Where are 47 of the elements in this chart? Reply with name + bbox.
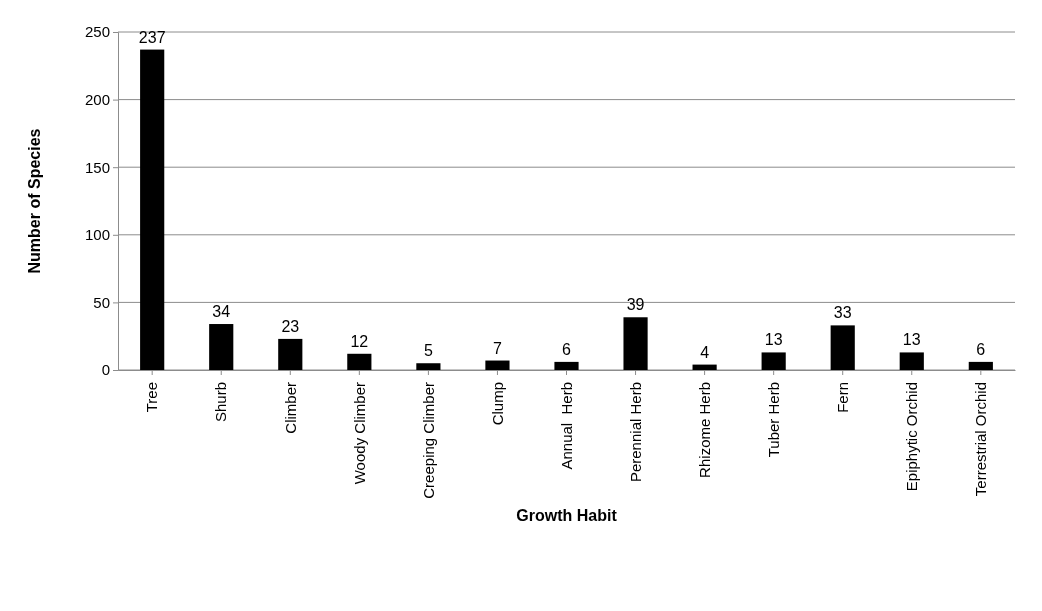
data-label: 33 [833, 304, 852, 322]
bar [968, 361, 993, 370]
x-tick-label: Annual Herb [557, 382, 575, 470]
x-tick-label: Tree [143, 382, 161, 413]
bar [140, 49, 165, 370]
data-label: 13 [764, 331, 783, 349]
bar [554, 361, 579, 370]
y-tick-label: 100 [84, 226, 110, 244]
x-tick-label: Tuber Herb [764, 382, 782, 458]
data-label: 12 [350, 332, 369, 350]
data-label: 4 [700, 343, 710, 361]
bar [278, 338, 303, 370]
data-label: 34 [212, 303, 231, 321]
data-label: 237 [138, 28, 166, 46]
data-label: 6 [976, 340, 986, 358]
bar [623, 317, 648, 370]
data-label: 23 [281, 317, 300, 335]
data-label: 39 [626, 296, 645, 314]
bar [209, 324, 234, 370]
x-tick-label: Terrestrial Orchid [972, 382, 990, 497]
data-label: 6 [562, 340, 572, 358]
bar [899, 352, 924, 370]
y-tick-label: 150 [84, 158, 110, 176]
bar [485, 360, 510, 370]
x-tick-label: Creeping Climber [419, 382, 437, 499]
bar [761, 352, 786, 370]
y-tick-label: 0 [101, 361, 110, 379]
y-tick-label: 50 [93, 293, 110, 311]
x-tick-label: Fern [833, 382, 851, 413]
data-label: 7 [492, 339, 502, 357]
x-tick-label: Clump [488, 382, 506, 426]
y-axis-title: Number of Species [26, 128, 43, 274]
x-tick-label: Shurb [212, 382, 230, 423]
x-tick-label: Rhizome Herb [695, 382, 713, 478]
data-label: 5 [423, 342, 433, 360]
bar [347, 353, 372, 370]
x-tick-label: Epiphytic Orchid [903, 382, 921, 492]
x-axis-title: Growth Habit [516, 506, 618, 524]
bar [692, 364, 717, 370]
x-tick-label: Perennial Herb [626, 382, 644, 483]
x-tick-label: Climber [281, 382, 299, 434]
y-tick-label: 250 [84, 23, 110, 41]
bar [416, 363, 441, 370]
y-tick-label: 200 [84, 90, 110, 108]
bar [830, 325, 855, 370]
data-label: 13 [902, 331, 921, 349]
x-tick-label: Woody Climber [350, 382, 368, 485]
